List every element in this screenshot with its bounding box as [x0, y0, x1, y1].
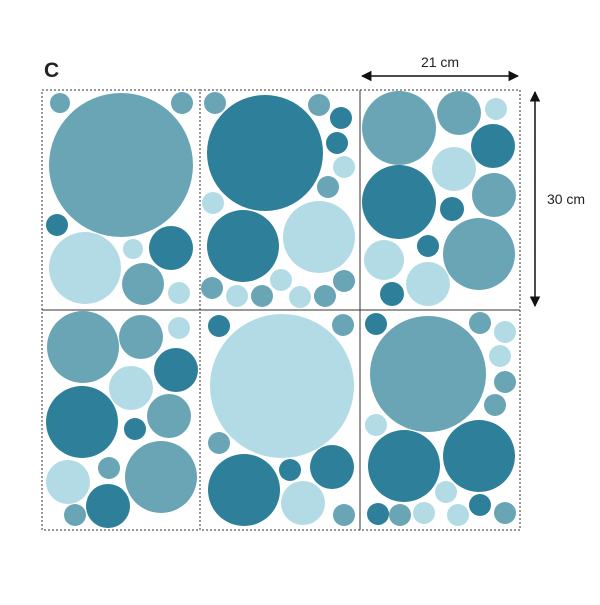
decal-dot	[46, 214, 68, 236]
decal-dot	[281, 481, 325, 525]
variant-label: C	[44, 59, 59, 82]
decal-dot	[443, 218, 515, 290]
dots	[46, 91, 516, 528]
decal-dot	[365, 313, 387, 335]
decal-dot	[125, 441, 197, 513]
decal-dot	[122, 263, 164, 305]
decal-dot	[123, 239, 143, 259]
decal-dot	[471, 124, 515, 168]
decal-dot	[226, 285, 248, 307]
decal-dot	[210, 314, 354, 458]
decal-dot	[406, 262, 450, 306]
decal-dot	[370, 316, 486, 432]
decal-dot	[326, 132, 348, 154]
width-label: 21 cm	[421, 54, 459, 70]
decal-dot	[109, 366, 153, 410]
decal-dot	[443, 420, 515, 492]
decal-dot	[46, 386, 118, 458]
decal-dot	[368, 430, 440, 502]
decal-dot	[208, 454, 280, 526]
decal-dot	[308, 94, 330, 116]
decal-dot	[362, 91, 436, 165]
decal-dot	[489, 345, 511, 367]
decal-dot	[330, 107, 352, 129]
decal-dot	[333, 504, 355, 526]
decal-dot	[168, 282, 190, 304]
decal-dot	[310, 445, 354, 489]
decal-dot	[208, 432, 230, 454]
decal-dot	[314, 285, 336, 307]
height-label: 30 cm	[547, 191, 585, 207]
decal-dot	[204, 92, 226, 114]
decal-dot	[432, 147, 476, 191]
decal-dot	[362, 165, 436, 239]
decal-dot	[207, 95, 323, 211]
decal-dot	[149, 226, 193, 270]
decal-dot	[413, 502, 435, 524]
decal-dot	[50, 93, 70, 113]
decal-dot	[333, 156, 355, 178]
decal-dot	[119, 315, 163, 359]
decal-dot	[279, 459, 301, 481]
decal-dot	[494, 502, 516, 524]
decal-dot	[447, 504, 469, 526]
decal-dot	[494, 321, 516, 343]
decal-dot	[317, 176, 339, 198]
decal-dot	[333, 270, 355, 292]
decal-dot	[435, 481, 457, 503]
decal-dot	[154, 348, 198, 392]
decal-dot	[86, 484, 130, 528]
decal-dot	[494, 371, 516, 393]
decal-dot	[207, 210, 279, 282]
decal-dot	[365, 414, 387, 436]
decal-dot	[202, 192, 224, 214]
decal-dot	[64, 504, 86, 526]
decal-dot	[251, 285, 273, 307]
decal-dot	[208, 315, 230, 337]
decal-dot	[389, 504, 411, 526]
decal-dot	[49, 93, 193, 237]
decal-dot	[98, 457, 120, 479]
decal-dot	[484, 394, 506, 416]
sheet-outline	[359, 309, 521, 531]
decal-dot	[283, 201, 355, 273]
decal-dot	[437, 91, 481, 135]
decal-dot	[469, 312, 491, 334]
decal-dot	[270, 269, 292, 291]
decal-dot	[469, 494, 491, 516]
decal-dot	[49, 232, 121, 304]
decal-dot	[47, 311, 119, 383]
decal-dot	[440, 197, 464, 221]
decal-dot	[417, 235, 439, 257]
decal-dot	[124, 418, 146, 440]
decal-dot	[364, 240, 404, 280]
sheets	[41, 89, 521, 531]
decal-dot	[201, 277, 223, 299]
decal-dot	[367, 503, 389, 525]
decal-dot	[485, 98, 507, 120]
decal-dot	[46, 460, 90, 504]
decal-dot	[472, 173, 516, 217]
decal-dot	[171, 92, 193, 114]
decal-dot	[168, 317, 190, 339]
decal-dot	[380, 282, 404, 306]
decal-dot	[147, 394, 191, 438]
decal-dot	[289, 286, 311, 308]
decal-dot	[332, 314, 354, 336]
